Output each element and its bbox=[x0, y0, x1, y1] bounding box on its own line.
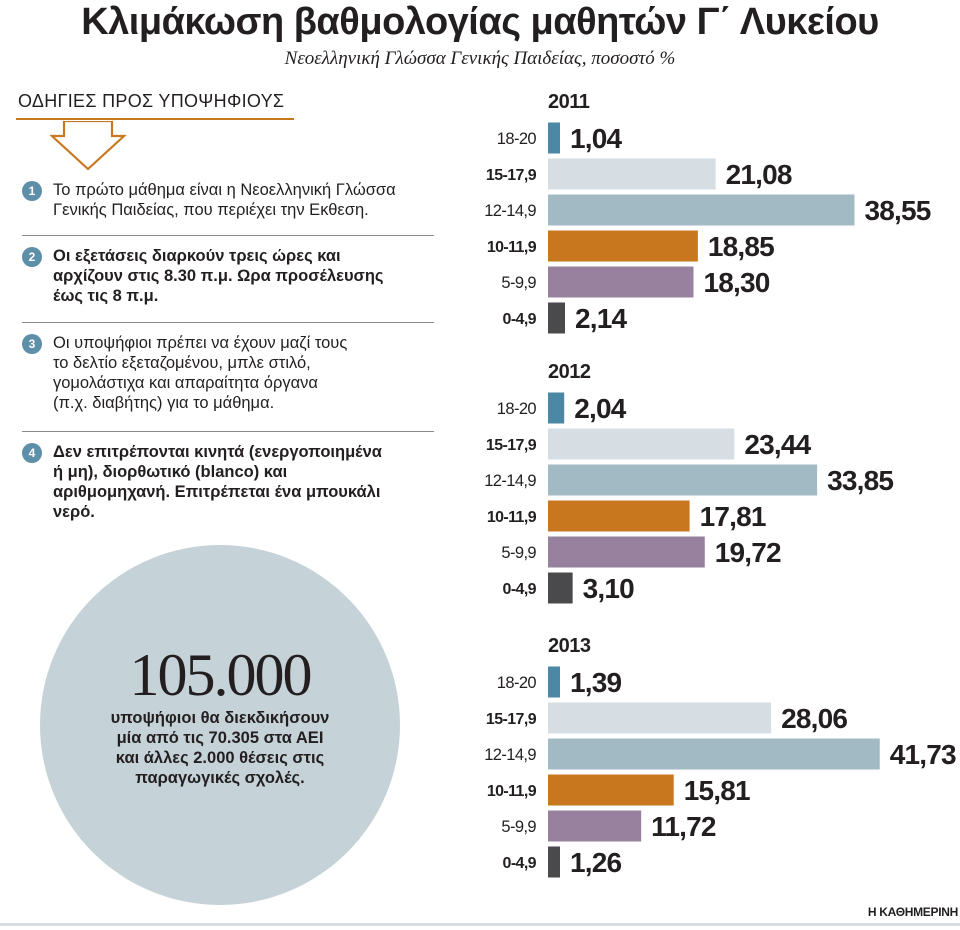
value-label-2011-5: 18,30 bbox=[703, 267, 769, 298]
category-label-2011-6: 0-4,9 bbox=[503, 311, 537, 328]
bar-2012-3 bbox=[548, 464, 818, 496]
category-label-2013-4: 10-11,9 bbox=[487, 783, 537, 800]
value-label-2013-5: 11,72 bbox=[651, 811, 716, 842]
category-label-2013-5: 5-9,9 bbox=[501, 818, 536, 836]
divider bbox=[22, 431, 434, 432]
value-label-2012-1: 2,04 bbox=[574, 393, 627, 424]
value-label-2012-6: 3,10 bbox=[583, 573, 635, 604]
guide-heading: ΟΔΗΓΙΕΣ ΠΡΟΣ ΥΠΟΨΗΦΙΟΥΣ bbox=[18, 91, 285, 111]
bar-2011-1 bbox=[548, 122, 560, 154]
instruction-text: Το πρώτο μάθημα είναι η Νεοελληνική Γλώσ… bbox=[53, 181, 396, 219]
category-label-2013-6: 0-4,9 bbox=[503, 855, 537, 872]
guide-heading-underline bbox=[16, 118, 294, 120]
bar-2013-5 bbox=[548, 810, 642, 842]
category-label-2011-4: 10-11,9 bbox=[487, 239, 537, 256]
category-label-2012-2: 15-17,9 bbox=[486, 437, 537, 454]
instruction-1: 1 Το πρώτο μάθημα είναι η Νεοελληνική Γλ… bbox=[22, 180, 434, 220]
bar-2013-2 bbox=[548, 702, 772, 734]
category-label-2012-4: 10-11,9 bbox=[487, 509, 537, 526]
value-label-2012-4: 17,81 bbox=[700, 501, 766, 532]
divider bbox=[22, 235, 434, 236]
instruction-text: Οι υποψήφιοι πρέπει να έχουν μαζί τους τ… bbox=[53, 334, 348, 412]
value-label-2011-1: 1,04 bbox=[570, 123, 623, 154]
instruction-number-badge: 2 bbox=[22, 247, 42, 267]
bar-2012-1 bbox=[548, 392, 565, 424]
bar-2012-5 bbox=[548, 536, 705, 568]
page-subtitle: Νεοελληνική Γλώσσα Γενικής Παιδείας, ποσ… bbox=[284, 48, 676, 69]
down-arrow-icon bbox=[50, 121, 127, 171]
candidates-count: 105.000 bbox=[129, 642, 313, 708]
page-title: Κλιμάκωση βαθμολογίας μαθητών Γ΄ Λυκείου bbox=[81, 1, 879, 43]
bar-2013-1 bbox=[548, 666, 560, 698]
bar-2011-2 bbox=[548, 158, 716, 190]
bar-2011-3 bbox=[548, 194, 855, 226]
value-label-2013-6: 1,26 bbox=[570, 847, 622, 878]
category-label-2011-2: 15-17,9 bbox=[486, 167, 537, 184]
category-label-2011-5: 5-9,9 bbox=[501, 274, 536, 292]
instruction-number-badge: 1 bbox=[22, 181, 42, 201]
value-label-2013-4: 15,81 bbox=[684, 775, 750, 806]
instruction-2: 2 Οι εξετάσεις διαρκούν τρεις ώρες και α… bbox=[22, 246, 434, 306]
instruction-number-badge: 4 bbox=[22, 443, 42, 463]
bar-2012-4 bbox=[548, 500, 690, 532]
category-label-2012-3: 12-14,9 bbox=[484, 472, 536, 490]
source-credit: Η ΚΑΘΗΜΕΡΙΝΗ bbox=[867, 905, 958, 919]
bar-2011-6 bbox=[548, 302, 566, 334]
instruction-4: 4 Δεν επιτρέπονται κινητά (ενεργοποιημέν… bbox=[22, 442, 434, 522]
bar-2013-3 bbox=[548, 738, 880, 770]
divider bbox=[22, 322, 434, 323]
category-label-2012-1: 18-20 bbox=[497, 400, 537, 418]
category-label-2013-2: 15-17,9 bbox=[486, 711, 537, 728]
panel-title-2011: 2011 bbox=[548, 91, 590, 113]
value-label-2012-2: 23,44 bbox=[744, 429, 811, 460]
category-label-2013-3: 12-14,9 bbox=[484, 746, 536, 764]
category-label-2012-5: 5-9,9 bbox=[501, 544, 536, 562]
category-label-2011-3: 12-14,9 bbox=[484, 202, 536, 220]
value-label-2013-3: 41,73 bbox=[890, 739, 956, 770]
instruction-text: Οι εξετάσεις διαρκούν τρεις ώρες και αρχ… bbox=[53, 247, 384, 305]
panel-title-2013: 2013 bbox=[548, 635, 591, 657]
value-label-2011-3: 38,55 bbox=[864, 195, 930, 226]
panel-title-2012: 2012 bbox=[548, 361, 591, 383]
highlight-circle bbox=[40, 545, 400, 905]
value-label-2013-2: 28,06 bbox=[781, 703, 847, 734]
category-label-2013-1: 18-20 bbox=[497, 674, 537, 692]
value-label-2011-2: 21,08 bbox=[726, 159, 792, 190]
bar-2013-4 bbox=[548, 774, 674, 806]
bar-2013-6 bbox=[548, 846, 560, 878]
candidates-description: υποψήφιοι θα διεκδικήσουν μία από τις 70… bbox=[110, 709, 330, 787]
value-label-2013-1: 1,39 bbox=[570, 667, 622, 698]
bar-2011-5 bbox=[548, 266, 694, 298]
footer-rule bbox=[0, 923, 960, 926]
bar-2011-4 bbox=[548, 230, 698, 262]
value-label-2012-5: 19,72 bbox=[715, 537, 781, 568]
bar-2012-6 bbox=[548, 572, 573, 604]
instruction-3: 3 Οι υποψήφιοι πρέπει να έχουν μαζί τους… bbox=[22, 333, 434, 413]
instruction-number-badge: 3 bbox=[22, 334, 42, 354]
category-label-2011-1: 18-20 bbox=[497, 130, 537, 148]
instruction-text: Δεν επιτρέπονται κινητά (ενεργοποιημένα … bbox=[53, 443, 382, 521]
value-label-2012-3: 33,85 bbox=[827, 465, 893, 496]
bar-2012-2 bbox=[548, 428, 735, 460]
category-label-2012-6: 0-4,9 bbox=[503, 581, 537, 598]
value-label-2011-4: 18,85 bbox=[708, 231, 774, 262]
value-label-2011-6: 2,14 bbox=[575, 303, 628, 334]
